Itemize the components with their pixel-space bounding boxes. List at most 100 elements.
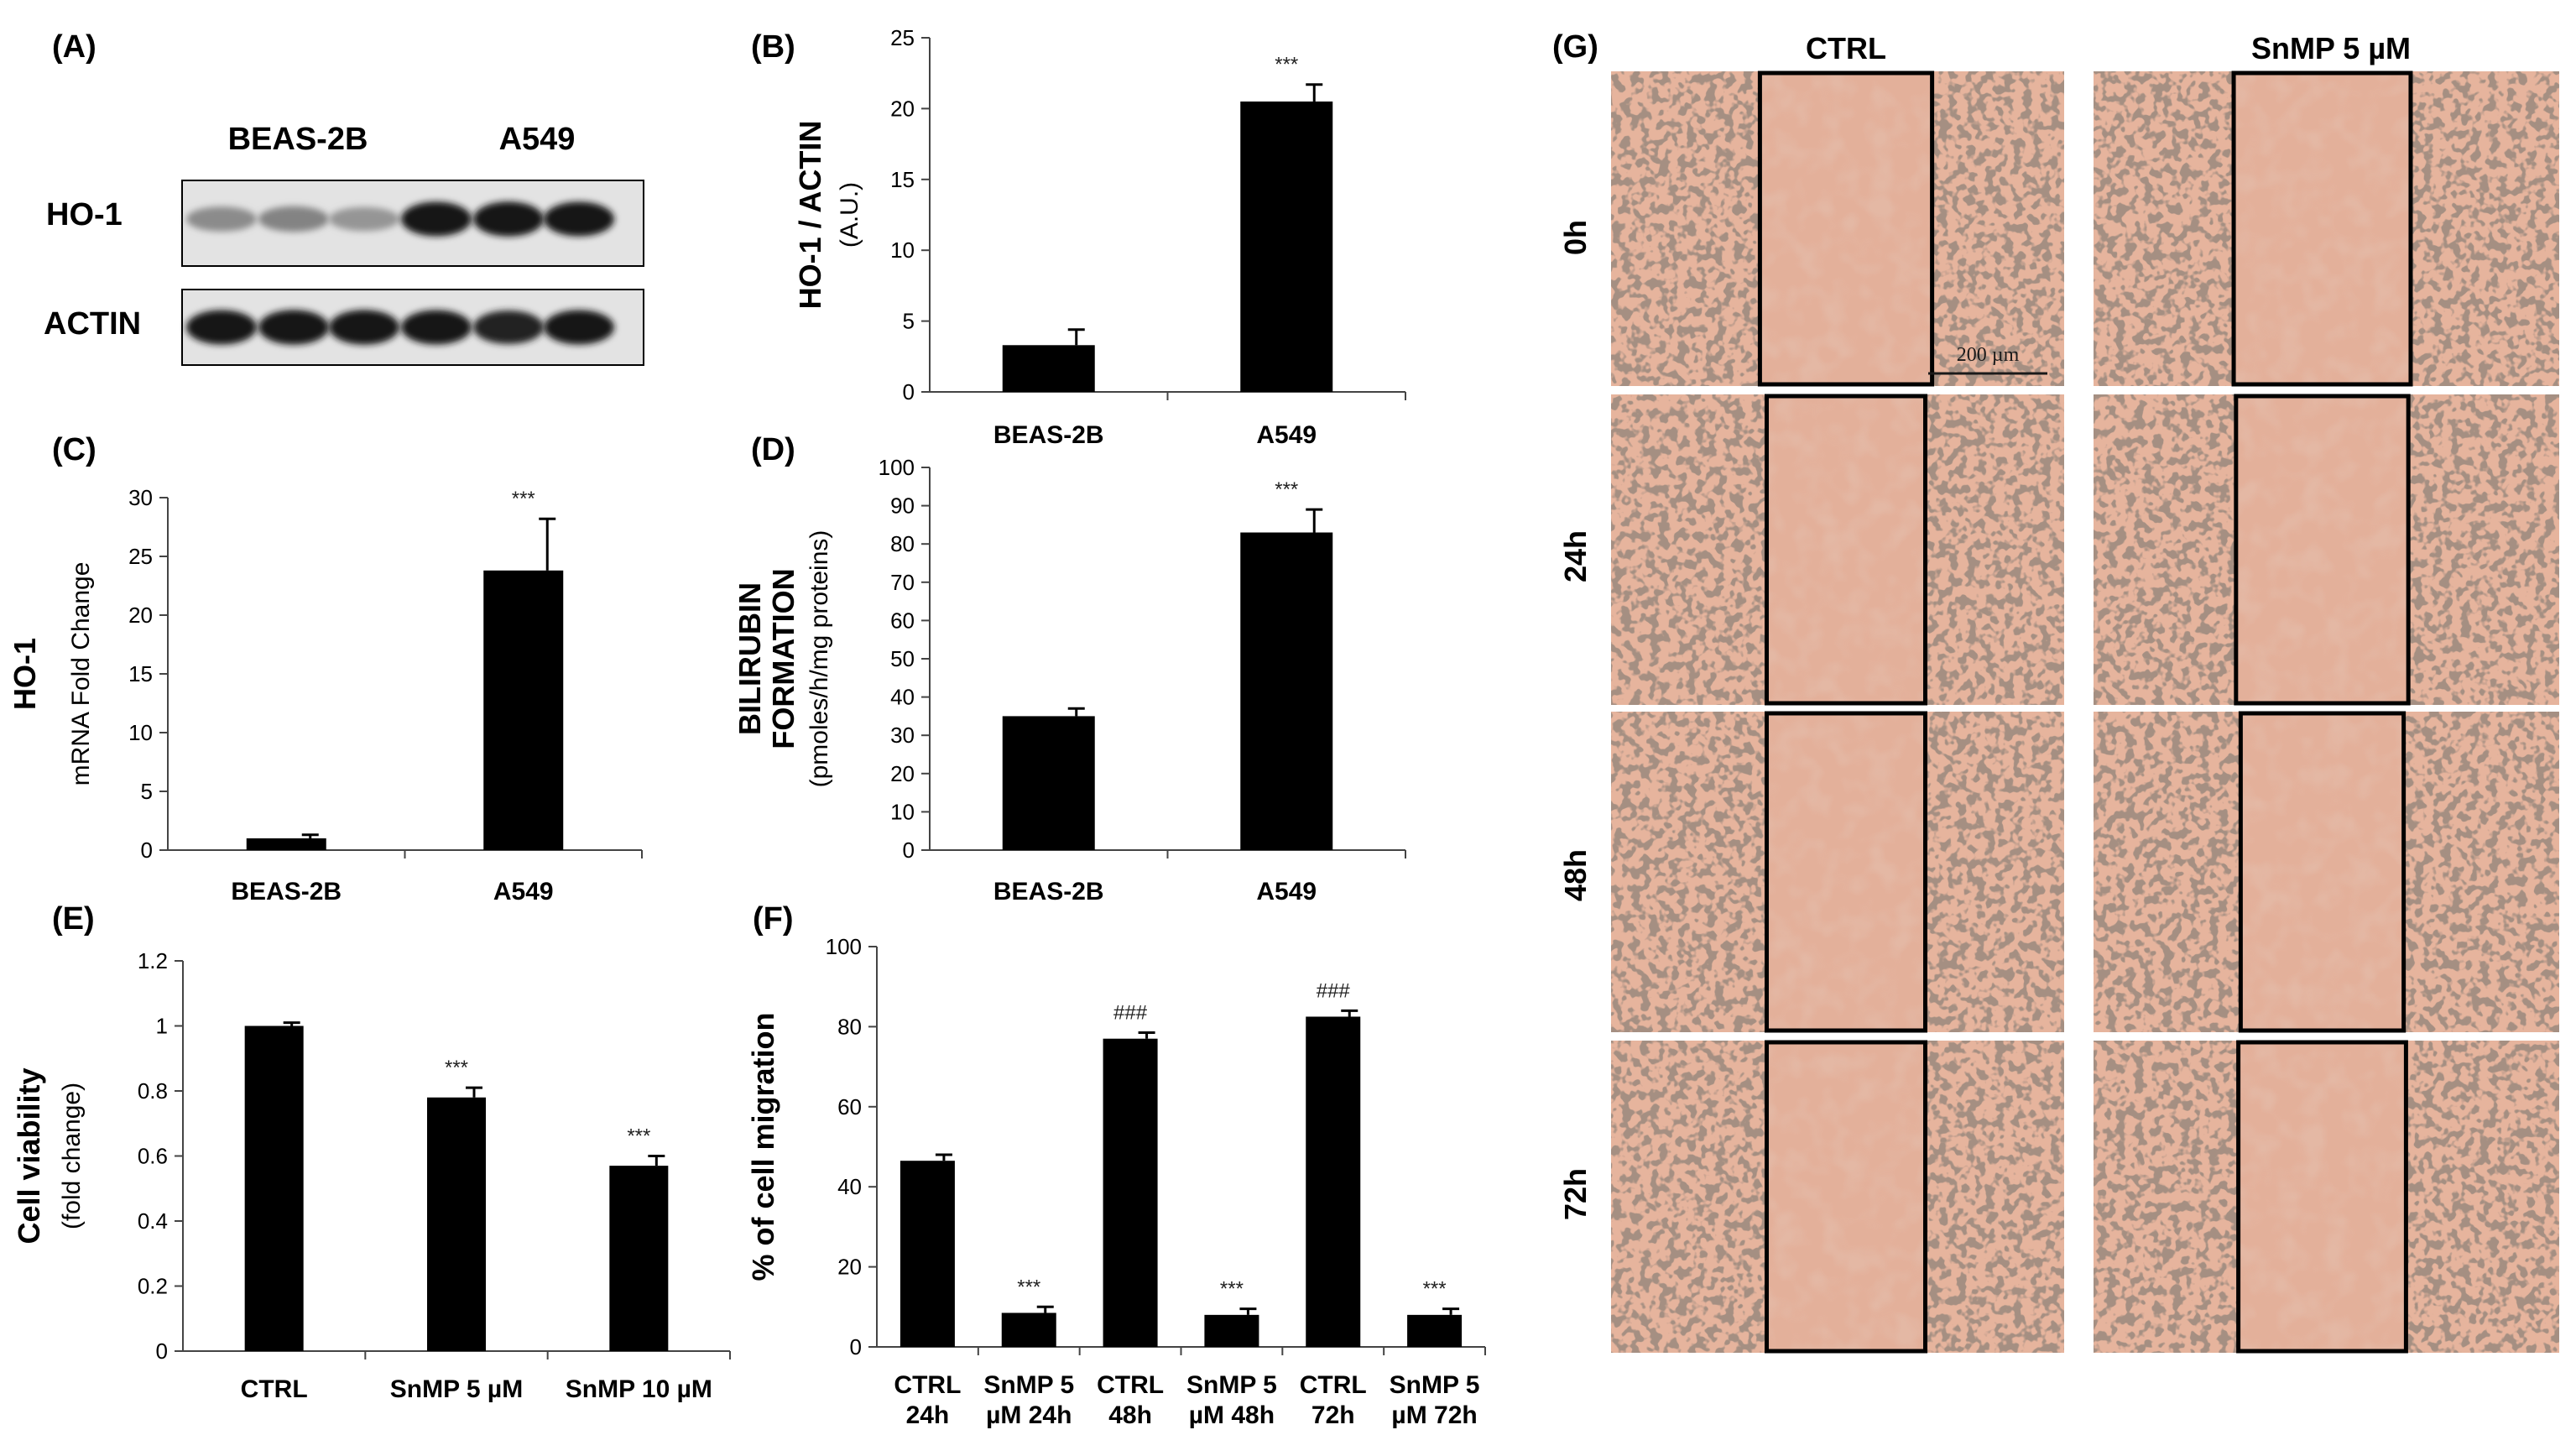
category-label: SnMP 5 [1390,1371,1480,1399]
blot-band [186,310,257,345]
y-tick-label: 0 [141,838,153,863]
y-tick-label: 70 [890,570,915,595]
y-tick-label: 10 [890,799,915,824]
panel-label: (C) [52,432,96,467]
panel-g-micrographs: (G) CTRL SnMP 5 µM 0h 24h 48h 72h 200 µm [1552,29,2559,1354]
wound-gap-texture [2240,712,2404,1032]
wound-gap-texture [2235,394,2409,705]
bar [483,570,564,850]
category-label: CTRL [241,1375,308,1403]
blot-band [258,310,329,345]
category-label: 24h [906,1401,950,1429]
y-tick-label: 20 [890,761,915,786]
blot-band [401,201,472,237]
bar [1002,716,1095,850]
y-tick-label: 0 [903,379,915,404]
y-tick-label: 10 [890,237,915,263]
y-tick-label: 0 [156,1339,168,1364]
chart-panel-d: (D) 0 10 20 30 40 50 60 70 80 90 100 BILIRUBIN FORMAT… [733,432,1406,905]
bar [900,1161,955,1347]
y-tick-label: 30 [128,485,153,510]
bar [244,1025,304,1351]
blot-band [258,206,329,232]
y-tick-label: 0 [903,838,915,863]
wound-gap-texture [1766,1041,1926,1353]
wound-gap-frame [1757,70,1935,387]
y-tick-label: 5 [903,309,915,334]
blot-group-label: BEAS-2B [228,122,368,157]
blot-bands-actin [186,310,614,345]
significance-label: *** [627,1125,650,1148]
bar [609,1166,669,1351]
wound-gap-texture [1760,71,1932,386]
wound-gap-texture [2234,71,2411,386]
y-tick-label: 5 [141,779,153,804]
micrograph-grid [1611,70,2559,1354]
y-tick-label: 100 [826,934,862,959]
category-label: SnMP 5 µM [390,1375,523,1403]
significance-label: *** [512,488,535,510]
wound-gap-frame [2231,70,2413,387]
significance-label: *** [445,1057,468,1079]
significance-label: *** [1423,1278,1447,1301]
bar [1306,1016,1361,1347]
category-label: SnMP 5 [1186,1371,1277,1399]
category-label: 48h [1108,1401,1152,1429]
y-axis-label: (A.U.) [836,182,863,248]
panel-label: (F) [753,901,794,937]
y-axis-label: (fold change) [58,1083,86,1229]
blot-band [544,201,614,237]
y-axis-label: Cell viability [12,1067,46,1244]
row-label-24h: 24h [1558,530,1593,582]
blot-band [544,310,614,345]
y-tick-label: 0.8 [138,1078,168,1104]
bar [246,838,326,850]
category-label: CTRL [1097,1371,1164,1399]
y-tick-label: 20 [837,1255,862,1280]
y-axis-label: (pmoles/h/mg proteins) [806,530,833,788]
y-tick-label: 0.2 [138,1274,168,1299]
y-tick-label: 50 [890,646,915,671]
y-axis-label: HO-1 / ACTIN [793,121,827,310]
blot-band [186,206,257,232]
y-axis-label: HO-1 [8,638,42,710]
blot-band [401,310,472,345]
panel-g-label: (G) [1552,29,1598,65]
significance-label: ### [1317,979,1351,1002]
y-tick-label: 20 [890,96,915,121]
y-tick-label: 40 [837,1174,862,1199]
blot-band [473,201,544,237]
blot-row-label: ACTIN [44,306,141,342]
category-label: µM 24h [986,1401,1072,1429]
y-axis-label: BILIRUBIN [733,582,767,735]
y-tick-label: 15 [128,661,153,686]
column-label-ctrl: CTRL [1806,31,1886,65]
bar [1002,345,1095,392]
y-tick-label: 90 [890,493,915,519]
y-axis-label: mRNA Fold Change [67,562,95,786]
category-label: µM 72h [1391,1401,1477,1429]
y-tick-label: 100 [879,455,915,480]
y-tick-label: 1.2 [138,948,168,973]
bar [1407,1314,1463,1347]
y-tick-label: 10 [128,720,153,745]
y-tick-label: 25 [128,544,153,569]
bar [1240,101,1333,393]
scale-bar-label: 200 µm [1957,344,2020,366]
blot-row-label: HO-1 [46,197,123,232]
category-label: µM 48h [1189,1401,1275,1429]
wound-gap-frame [1765,1040,1927,1354]
panel-a-blot: (A) BEAS-2B A549 HO-1 ACTIN [44,29,644,366]
bar [1103,1038,1158,1347]
panel-label: (D) [751,432,795,467]
y-axis-label: % of cell migration [746,1012,780,1281]
significance-label: *** [1220,1278,1244,1301]
chart-panel-c: (C) 0 5 10 15 20 25 30 HO-1 mRNA Fold Change BEAS-… [8,432,643,905]
category-label: CTRL [894,1371,961,1399]
panel-label: (E) [52,901,95,937]
wound-gap-frame [2238,711,2407,1033]
category-label: A549 [1256,421,1317,449]
y-tick-label: 20 [128,603,153,628]
y-tick-label: 15 [890,167,915,192]
